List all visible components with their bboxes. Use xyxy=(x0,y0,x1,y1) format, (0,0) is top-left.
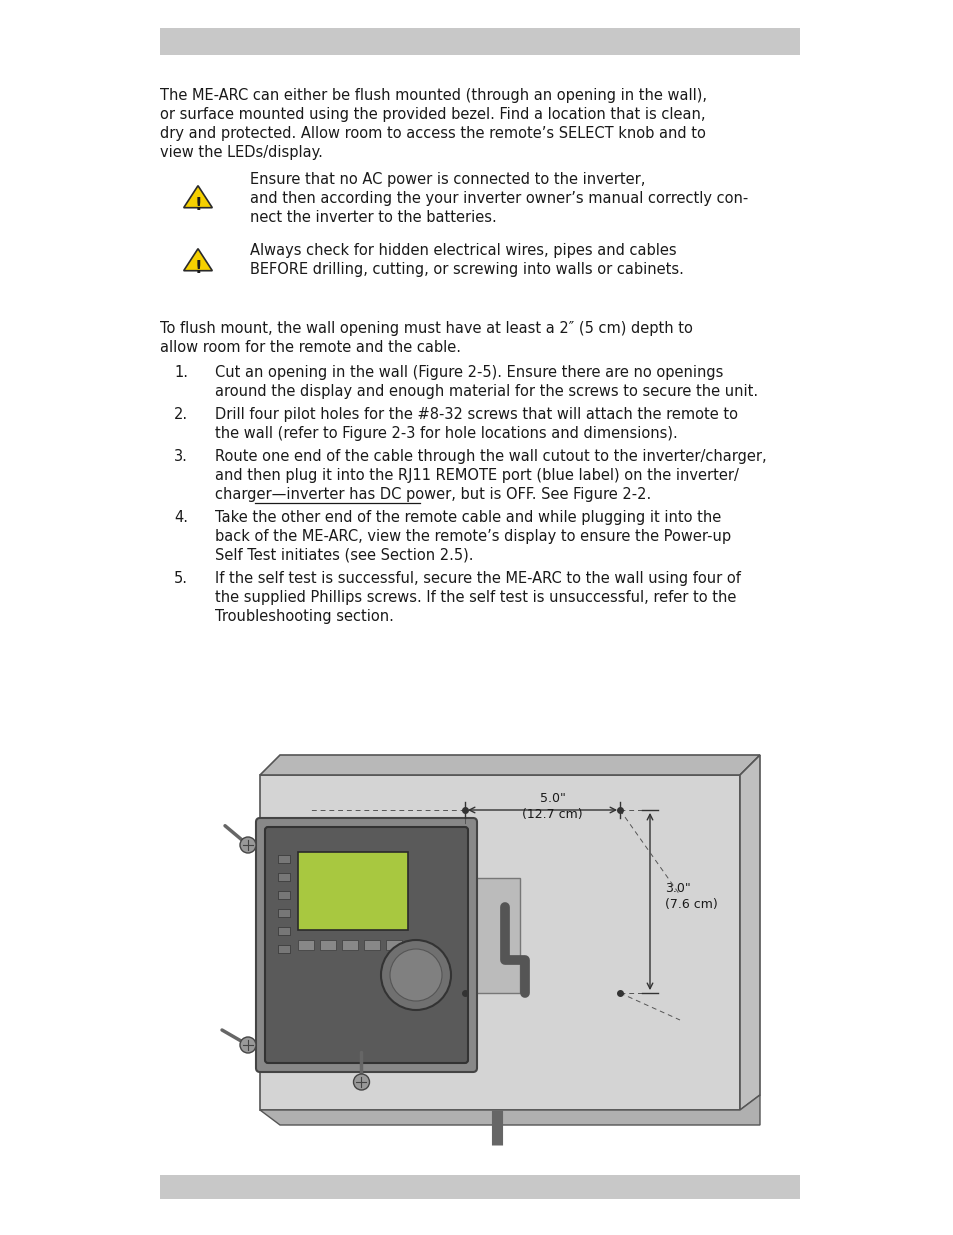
Text: around the display and enough material for the screws to secure the unit.: around the display and enough material f… xyxy=(214,384,758,399)
Polygon shape xyxy=(260,1095,760,1125)
Bar xyxy=(277,909,290,918)
Polygon shape xyxy=(184,185,213,207)
Text: 5.0"
(12.7 cm): 5.0" (12.7 cm) xyxy=(521,792,582,821)
Text: Drill four pilot holes for the #8-32 screws that will attach the remote to: Drill four pilot holes for the #8-32 scr… xyxy=(214,408,738,422)
Text: the wall (refer to Figure 2-3 for hole locations and dimensions).: the wall (refer to Figure 2-3 for hole l… xyxy=(214,426,677,441)
Text: 3.0"
(7.6 cm): 3.0" (7.6 cm) xyxy=(664,882,717,911)
FancyBboxPatch shape xyxy=(265,827,468,1063)
Circle shape xyxy=(240,837,255,853)
Text: nect the inverter to the batteries.: nect the inverter to the batteries. xyxy=(250,210,497,225)
Text: Route one end of the cable through the wall cutout to the inverter/charger,: Route one end of the cable through the w… xyxy=(214,450,766,464)
Bar xyxy=(277,945,290,953)
Text: charger—inverter has DC power, but is OFF. See Figure 2-2.: charger—inverter has DC power, but is OF… xyxy=(214,487,651,501)
Polygon shape xyxy=(260,776,740,1110)
Text: BEFORE drilling, cutting, or screwing into walls or cabinets.: BEFORE drilling, cutting, or screwing in… xyxy=(250,262,683,277)
Bar xyxy=(160,28,800,56)
Circle shape xyxy=(240,1037,255,1053)
Text: the supplied Phillips screws. If the self test is unsuccessful, refer to the: the supplied Phillips screws. If the sel… xyxy=(214,590,736,605)
Bar xyxy=(297,940,314,950)
Text: 2.: 2. xyxy=(173,408,188,422)
Polygon shape xyxy=(740,755,760,1110)
Text: back of the ME-ARC, view the remote’s display to ensure the Power-up: back of the ME-ARC, view the remote’s di… xyxy=(214,529,730,543)
Text: or surface mounted using the provided bezel. Find a location that is clean,: or surface mounted using the provided be… xyxy=(160,107,705,122)
Text: allow room for the remote and the cable.: allow room for the remote and the cable. xyxy=(160,340,460,354)
Text: Ensure that no AC power is connected to the inverter,: Ensure that no AC power is connected to … xyxy=(250,172,644,186)
Bar xyxy=(277,927,290,935)
Text: 1.: 1. xyxy=(173,366,188,380)
Bar xyxy=(364,940,379,950)
Text: Self Test initiates (see Section 2.5).: Self Test initiates (see Section 2.5). xyxy=(214,548,473,563)
Text: and then plug it into the RJ11 REMOTE port (blue label) on the inverter/: and then plug it into the RJ11 REMOTE po… xyxy=(214,468,739,483)
Bar xyxy=(160,1174,800,1199)
Text: dry and protected. Allow room to access the remote’s SELECT knob and to: dry and protected. Allow room to access … xyxy=(160,126,705,141)
Polygon shape xyxy=(184,248,213,270)
Circle shape xyxy=(380,940,451,1010)
Text: Always check for hidden electrical wires, pipes and cables: Always check for hidden electrical wires… xyxy=(250,243,676,258)
Text: The ME-ARC can either be flush mounted (through an opening in the wall),: The ME-ARC can either be flush mounted (… xyxy=(160,88,706,103)
Text: If the self test is successful, secure the ME-ARC to the wall using four of: If the self test is successful, secure t… xyxy=(214,571,740,585)
Text: and then according the your inverter owner’s manual correctly con-: and then according the your inverter own… xyxy=(250,191,747,206)
Circle shape xyxy=(390,948,441,1002)
Text: 5.: 5. xyxy=(173,571,188,585)
FancyBboxPatch shape xyxy=(255,818,476,1072)
Text: Troubleshooting section.: Troubleshooting section. xyxy=(214,609,394,624)
Text: Cut an opening in the wall (Figure 2-5). Ensure there are no openings: Cut an opening in the wall (Figure 2-5).… xyxy=(214,366,722,380)
Bar xyxy=(319,940,335,950)
Text: !: ! xyxy=(194,196,202,214)
Bar xyxy=(277,873,290,881)
Bar xyxy=(277,855,290,863)
Text: To flush mount, the wall opening must have at least a 2″ (5 cm) depth to: To flush mount, the wall opening must ha… xyxy=(160,321,692,336)
Text: Take the other end of the remote cable and while plugging it into the: Take the other end of the remote cable a… xyxy=(214,510,720,525)
Bar xyxy=(386,940,401,950)
Polygon shape xyxy=(260,755,760,776)
Bar xyxy=(464,878,519,993)
Bar xyxy=(297,852,408,930)
Bar xyxy=(277,890,290,899)
Text: 3.: 3. xyxy=(173,450,188,464)
Text: !: ! xyxy=(194,259,202,277)
Text: 4.: 4. xyxy=(173,510,188,525)
Circle shape xyxy=(354,1074,369,1091)
Text: view the LEDs/display.: view the LEDs/display. xyxy=(160,144,322,161)
Bar xyxy=(341,940,357,950)
